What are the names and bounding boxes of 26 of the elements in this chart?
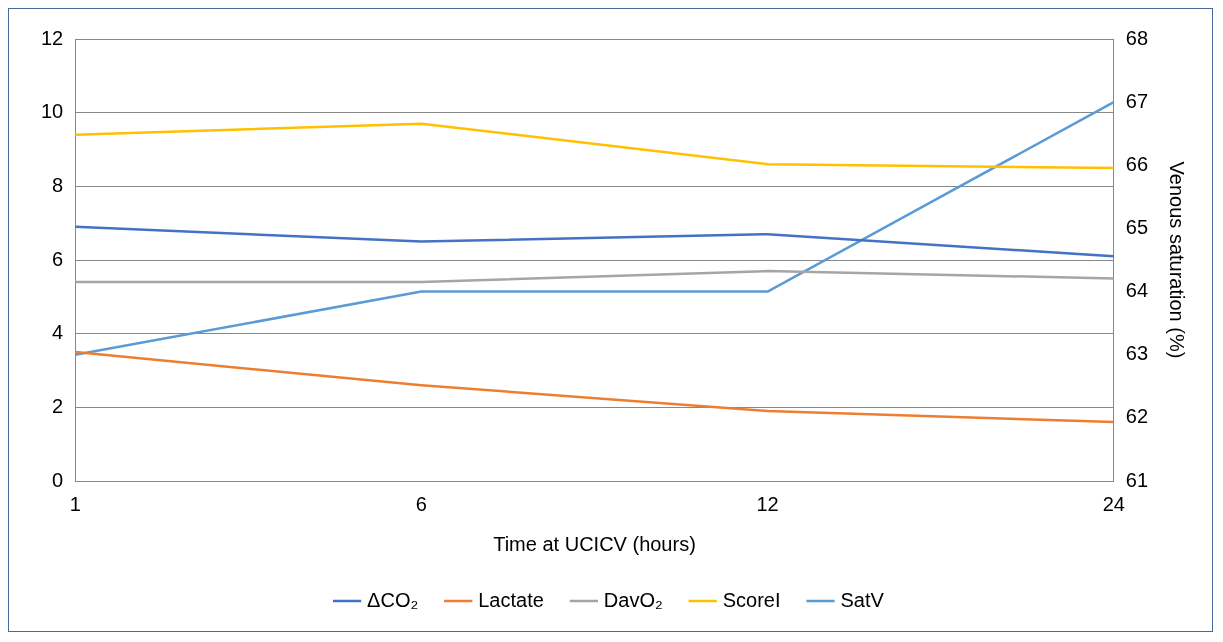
- x-tick-label: 24: [1102, 492, 1125, 515]
- y2-tick-label: 62: [1125, 405, 1148, 428]
- y-tick-label: 4: [52, 321, 64, 344]
- legend-label: ΔCO₂: [367, 588, 419, 611]
- legend-label: SatV: [840, 588, 885, 611]
- x-tick-label: 12: [756, 492, 779, 515]
- y2-tick-label: 67: [1125, 89, 1148, 112]
- y-tick-label: 0: [52, 468, 64, 491]
- y-tick-label: 2: [52, 394, 64, 417]
- y-tick-label: 8: [52, 173, 64, 196]
- legend-label: Lactate: [478, 588, 544, 611]
- y2-tick-label: 65: [1125, 215, 1148, 238]
- y2-tick-label: 66: [1125, 152, 1148, 175]
- x-tick-label: 6: [415, 492, 427, 515]
- legend-label: ScoreI: [722, 588, 781, 611]
- x-axis-title: Time at UCICV (hours): [493, 532, 696, 555]
- y2-tick-label: 61: [1125, 468, 1148, 491]
- legend-label: DavO₂: [603, 588, 663, 611]
- y-tick-label: 10: [41, 100, 64, 123]
- y2-tick-label: 68: [1125, 26, 1148, 49]
- y2-tick-label: 64: [1125, 279, 1148, 302]
- y-tick-label: 12: [41, 26, 64, 49]
- y-tick-label: 6: [52, 247, 64, 270]
- y2-tick-label: 63: [1125, 342, 1148, 365]
- x-tick-label: 1: [69, 492, 81, 515]
- y2-axis-title: Venous saturation (%): [1166, 161, 1189, 359]
